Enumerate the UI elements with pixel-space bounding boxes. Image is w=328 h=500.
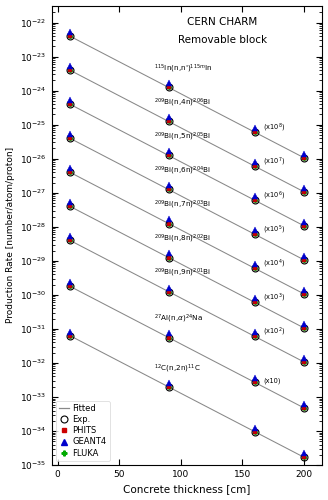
Legend: Fitted, Exp., PHITS, GEANT4, FLUKA: Fitted, Exp., PHITS, GEANT4, FLUKA [56, 401, 110, 461]
Text: $^{209}$Bi(n,6n)$^{204}$Bi: $^{209}$Bi(n,6n)$^{204}$Bi [154, 165, 211, 177]
Text: Removable block: Removable block [178, 36, 267, 46]
Text: $^{209}$Bi(n,5n)$^{205}$Bi: $^{209}$Bi(n,5n)$^{205}$Bi [154, 131, 211, 143]
Text: CERN CHARM: CERN CHARM [187, 17, 257, 27]
Text: (x10$^{3}$): (x10$^{3}$) [263, 292, 285, 304]
Text: (x10): (x10) [263, 378, 281, 384]
X-axis label: Concrete thickness [cm]: Concrete thickness [cm] [123, 484, 251, 494]
Text: $^{27}$Al(n,$\alpha$)$^{24}$Na: $^{27}$Al(n,$\alpha$)$^{24}$Na [154, 313, 203, 326]
Text: (x10$^{2}$): (x10$^{2}$) [263, 326, 285, 338]
Text: $^{115}$In(n,n')$^{115m}$In: $^{115}$In(n,n')$^{115m}$In [154, 63, 212, 76]
Y-axis label: Production Rate [number/atom/proton]: Production Rate [number/atom/proton] [6, 147, 14, 324]
Text: $^{209}$Bi(n,4n)$^{206}$Bi: $^{209}$Bi(n,4n)$^{206}$Bi [154, 97, 211, 110]
Text: (x10$^{6}$): (x10$^{6}$) [263, 190, 285, 202]
Text: (x10$^{7}$): (x10$^{7}$) [263, 156, 285, 168]
Text: $^{209}$Bi(n,7n)$^{203}$Bi: $^{209}$Bi(n,7n)$^{203}$Bi [154, 199, 211, 211]
Text: (x10$^{4}$): (x10$^{4}$) [263, 258, 285, 270]
Text: $^{209}$Bi(n,8n)$^{202}$Bi: $^{209}$Bi(n,8n)$^{202}$Bi [154, 233, 211, 245]
Text: (x10$^{8}$): (x10$^{8}$) [263, 122, 285, 134]
Text: (x10$^{5}$): (x10$^{5}$) [263, 224, 285, 236]
Text: $^{209}$Bi(n,9n)$^{201}$Bi: $^{209}$Bi(n,9n)$^{201}$Bi [154, 267, 211, 280]
Text: $^{12}$C(n,2n)$^{11}$C: $^{12}$C(n,2n)$^{11}$C [154, 362, 201, 375]
